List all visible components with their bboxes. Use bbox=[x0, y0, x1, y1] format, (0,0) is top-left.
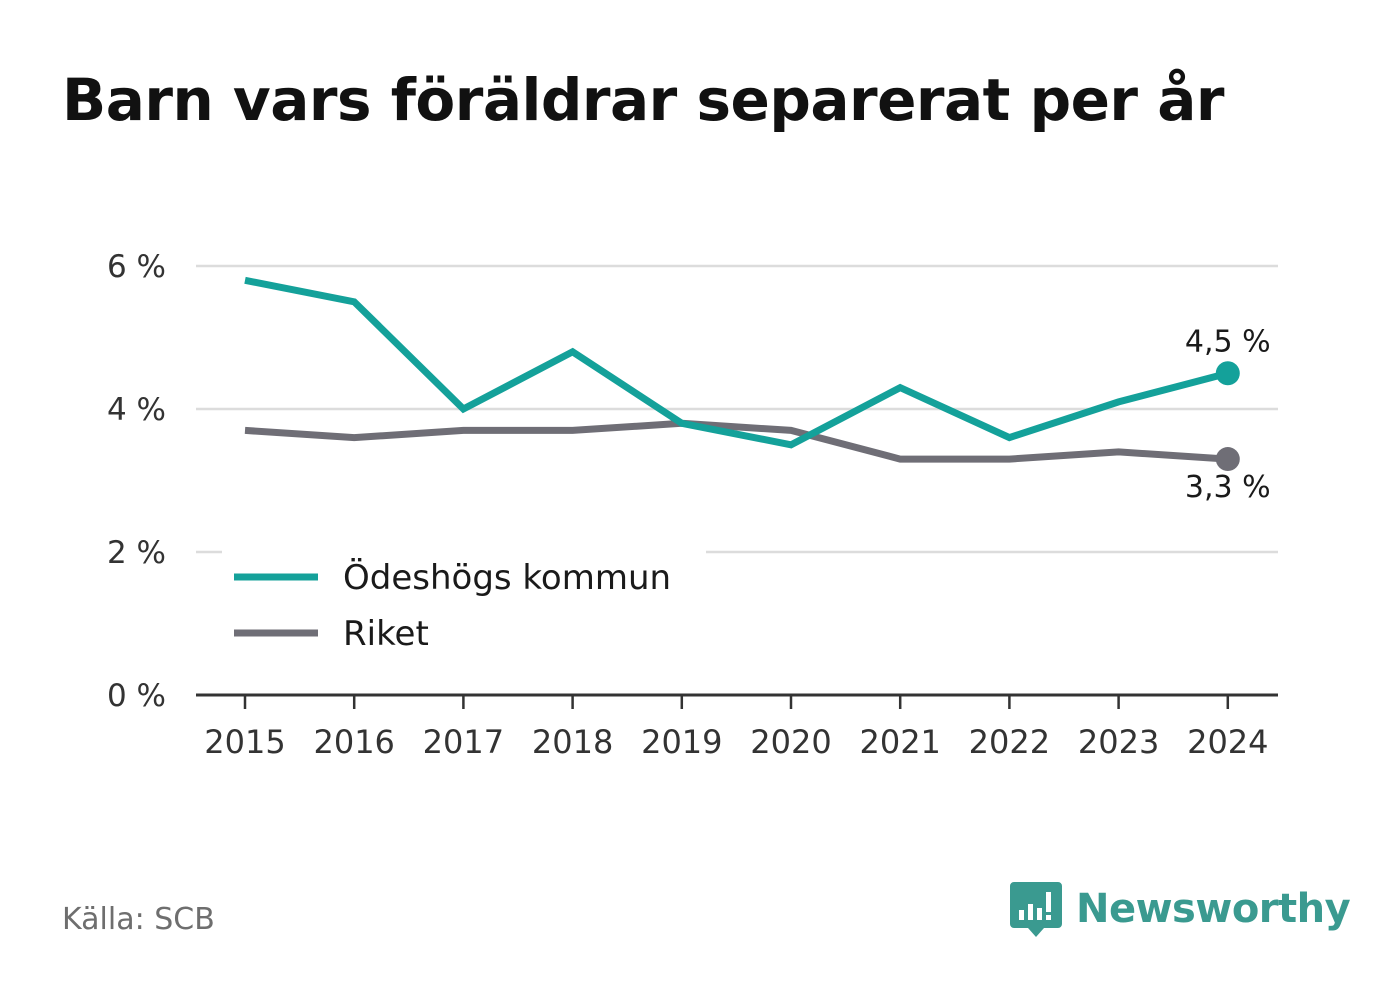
x-tick-label: 2015 bbox=[204, 723, 285, 761]
series-line-riket bbox=[244, 419, 1229, 463]
series-end-point bbox=[1215, 361, 1240, 386]
legend-label: Ödeshögs kommun bbox=[343, 557, 671, 598]
x-tick-label: 2019 bbox=[641, 723, 722, 761]
x-tick-label: 2021 bbox=[859, 723, 940, 761]
bar-chart-speech-bubble-icon bbox=[1010, 882, 1062, 937]
series-end-label: 4,5 % bbox=[1185, 324, 1271, 359]
logo-text: Newsworthy bbox=[1076, 886, 1351, 932]
y-tick-label: 0 % bbox=[107, 678, 166, 714]
series-end-point bbox=[1215, 447, 1240, 472]
x-tick-label: 2022 bbox=[969, 723, 1050, 761]
x-tick-label: 2017 bbox=[423, 723, 504, 761]
legend-label: Riket bbox=[343, 614, 429, 654]
newsworthy-logo: Newsworthy bbox=[1010, 880, 1351, 938]
x-tick-label: 2020 bbox=[750, 723, 831, 761]
y-tick-label: 6 % bbox=[107, 249, 166, 285]
x-tick-label: 2016 bbox=[313, 723, 394, 761]
series-end-label: 3,3 % bbox=[1185, 470, 1271, 505]
x-tick-label: 2024 bbox=[1187, 723, 1268, 761]
legend-box bbox=[222, 547, 706, 662]
y-tick-label: 2 % bbox=[107, 535, 166, 571]
chart-title: Barn vars föräldrar separerat per år bbox=[62, 66, 1224, 134]
series-line-odeshog bbox=[244, 276, 1229, 449]
source-note: Källa: SCB bbox=[62, 902, 215, 937]
x-tick-label: 2018 bbox=[532, 723, 613, 761]
x-tick-label: 2023 bbox=[1078, 723, 1159, 761]
y-tick-label: 4 % bbox=[107, 392, 166, 428]
